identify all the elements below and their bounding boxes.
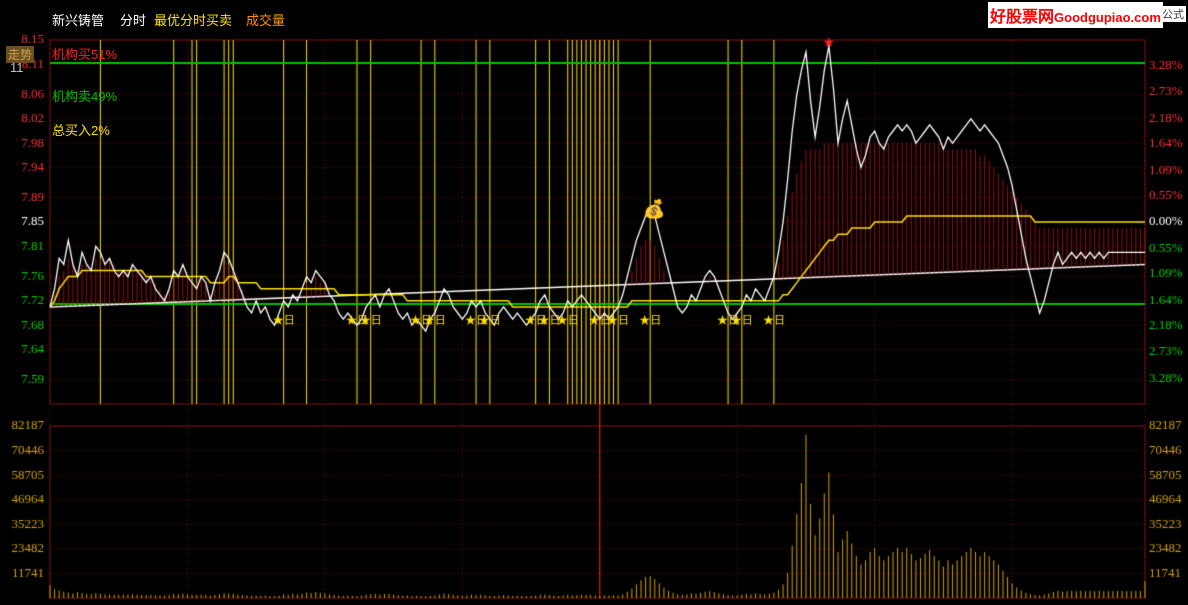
eleven: 11: [10, 60, 24, 75]
indicator-net-buy: 总买入2%: [52, 120, 110, 139]
stock-name: 新兴铸管: [52, 10, 104, 29]
title-seg-3: 成交量: [246, 10, 285, 29]
title-seg-1: 分时: [120, 10, 146, 29]
watermark-en: Goodgupiao.com: [1054, 10, 1161, 25]
watermark: 好股票网Goodgupiao.com: [988, 2, 1163, 28]
watermark-cn: 好股票网: [990, 9, 1054, 26]
indicator-inst-sell: 机构卖49%: [52, 86, 117, 105]
title-seg-2: 最优分时买卖: [154, 10, 232, 29]
intraday-chart: [0, 0, 1188, 605]
indicator-inst-buy: 机构买51%: [52, 44, 117, 63]
